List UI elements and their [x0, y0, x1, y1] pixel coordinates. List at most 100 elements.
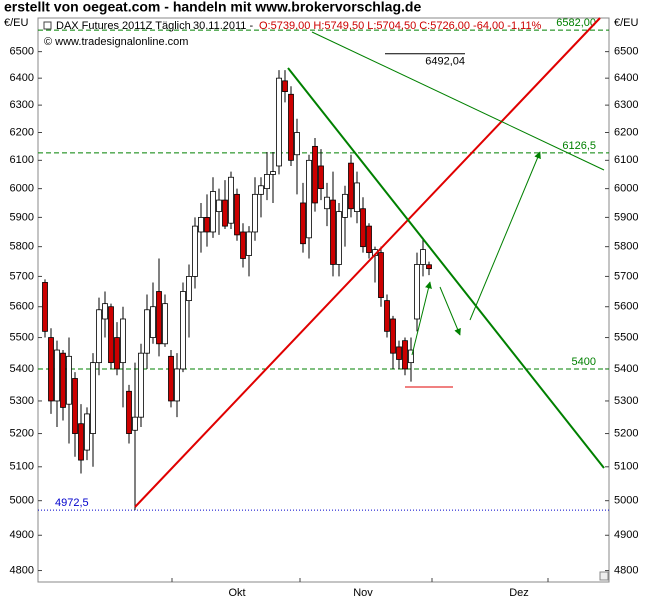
candle-body [138, 352, 144, 418]
candle-body [252, 193, 258, 233]
y-tick-label-right: 5200 [614, 427, 638, 439]
level-label: 5400 [572, 356, 596, 368]
copyright: © www.tradesignalonline.com [44, 36, 188, 48]
page-title: erstellt von oegeat.com - handeln mit ww… [4, 0, 421, 15]
candle-body [162, 303, 168, 345]
candle-body [420, 249, 426, 265]
y-tick-label: 5800 [10, 241, 34, 253]
y-tick-label-right: 5800 [614, 241, 638, 253]
level-label: 6126,5 [562, 140, 596, 152]
y-tick-label: 6000 [10, 183, 34, 195]
candle-body [48, 337, 54, 402]
candle-body [282, 80, 288, 92]
candle-body [408, 349, 414, 364]
info-icon [43, 21, 52, 30]
projection-arrow [439, 286, 461, 336]
candle-body [288, 93, 294, 161]
candle-body [60, 352, 66, 408]
y-tick-label-right: 5900 [614, 211, 638, 223]
x-tick-label: Okt [228, 587, 245, 599]
plot-frame [37, 17, 610, 583]
candle-body [204, 216, 210, 233]
y-tick-label: 5200 [10, 427, 34, 439]
y-tick-label-right: 5300 [614, 395, 638, 407]
y-tick-label-right: 6000 [614, 183, 638, 195]
y-tick-label: 5500 [10, 331, 34, 343]
candle-body [234, 193, 240, 236]
candle-body [426, 264, 432, 270]
y-tick-label-right: 6100 [614, 154, 638, 166]
candle-body [210, 191, 216, 233]
candle-body [72, 378, 78, 434]
y-tick-label-right: 5500 [614, 331, 638, 343]
candle-body [108, 306, 114, 364]
candle-body [222, 199, 228, 227]
candle-body [276, 77, 282, 167]
candle-body [216, 199, 222, 213]
projection-arrow [469, 151, 541, 321]
candle-body [312, 145, 318, 204]
candle-body [240, 231, 246, 259]
candle-body [336, 211, 342, 265]
y-axis-label-right: €/EU [614, 17, 639, 29]
y-tick-label-right: 5600 [614, 301, 638, 313]
candle-body [324, 196, 330, 210]
candle-body [384, 300, 390, 332]
y-tick-label: 6300 [10, 99, 34, 111]
y-tick-label-right: 6400 [614, 72, 638, 84]
candle-body [198, 216, 204, 233]
candle-body [150, 306, 156, 338]
candle-body [264, 174, 270, 190]
candle-body [120, 318, 126, 364]
candle-body [378, 252, 384, 298]
y-tick-label: 6100 [10, 154, 34, 166]
y-tick-label-right: 6200 [614, 126, 638, 138]
y-axis-label: €/EU [4, 17, 29, 29]
candle-body [354, 182, 360, 213]
candle-body [330, 199, 336, 265]
candle-body [228, 176, 234, 224]
candle-body [96, 309, 102, 364]
candle-body [366, 225, 372, 253]
x-tick-label: Nov [353, 587, 373, 599]
y-tick-label: 5600 [10, 301, 34, 313]
info-ohlc: O:5739,00 H:5749,50 L:5704,50 C:5726,00 … [259, 20, 542, 32]
candle-body [78, 423, 84, 461]
trend-line [134, 17, 601, 508]
info-date: 30.11.2011 - [193, 20, 253, 32]
x-tick-label: Dez [509, 587, 529, 599]
candle-body [186, 276, 192, 302]
info-instrument: DAX Futures 2011Z Täglich [56, 20, 191, 32]
y-tick-label: 6200 [10, 126, 34, 138]
level-label: 6582,00 [556, 17, 596, 29]
y-tick-label: 4800 [10, 564, 34, 576]
y-tick-label: 5100 [10, 461, 34, 473]
y-tick-label: 5400 [10, 363, 34, 375]
drawings [134, 17, 609, 582]
candle-body [246, 231, 252, 256]
candle-body [318, 165, 324, 190]
candle-body [66, 355, 72, 405]
candle-body [90, 362, 96, 434]
trend-line [311, 31, 605, 171]
candle-body [102, 303, 108, 320]
y-tick-label-right: 5100 [614, 461, 638, 473]
candle-body [192, 225, 198, 277]
candle-body [306, 159, 312, 239]
candle-body [168, 355, 174, 402]
y-tick-label-right: 4900 [614, 529, 638, 541]
candle-body [180, 291, 186, 370]
candle-body [300, 202, 306, 245]
y-tick-label-right: 4800 [614, 564, 638, 576]
trend-line [287, 67, 605, 469]
candle-body [258, 185, 264, 195]
y-tick-label: 5000 [10, 495, 34, 507]
candle-body [360, 208, 366, 248]
y-tick-label-right: 5000 [614, 495, 638, 507]
level-label: 4972,5 [55, 497, 89, 509]
y-tick-label: 4900 [10, 529, 34, 541]
y-tick-label: 5900 [10, 211, 34, 223]
y-tick-label-right: 5400 [614, 363, 638, 375]
candle-body [54, 349, 60, 402]
